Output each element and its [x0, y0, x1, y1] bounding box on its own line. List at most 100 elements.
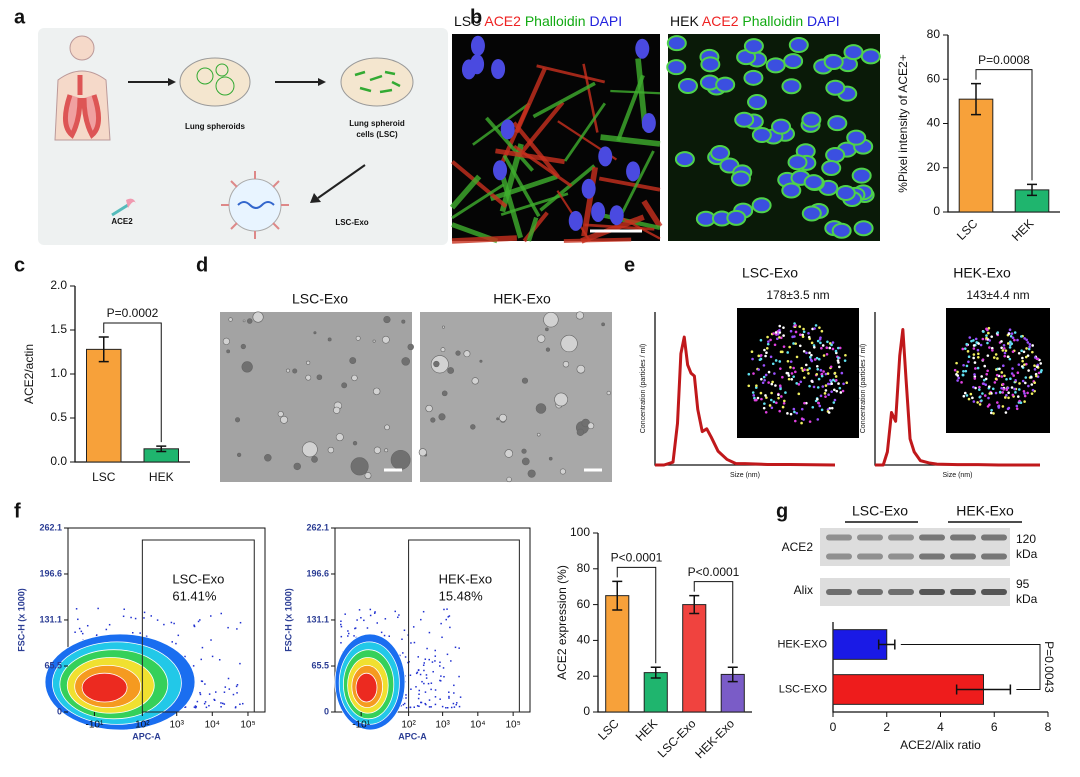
- particle: [972, 344, 976, 347]
- event: [410, 642, 412, 644]
- particle: [807, 372, 810, 375]
- particle: [1024, 376, 1028, 379]
- particle: [1001, 382, 1005, 386]
- particle: [1000, 346, 1003, 350]
- event: [123, 608, 125, 611]
- nucleus: [831, 222, 852, 239]
- particle: [783, 399, 786, 403]
- particle: [840, 371, 844, 375]
- vesicle: [548, 456, 553, 461]
- particle: [803, 401, 806, 405]
- particle: [805, 351, 808, 355]
- event: [424, 658, 427, 660]
- event: [340, 625, 343, 628]
- nucleus: [641, 113, 656, 134]
- gate-name: HEK-Exo: [439, 571, 492, 586]
- nucleus: [853, 220, 874, 237]
- event: [423, 662, 426, 664]
- particle: [988, 403, 991, 407]
- particle: [1021, 359, 1024, 363]
- vesicle: [241, 361, 253, 373]
- particle: [962, 363, 965, 367]
- nucleus: [821, 159, 842, 176]
- error-bar: [612, 580, 623, 611]
- event: [416, 705, 419, 707]
- particle: [782, 334, 785, 337]
- gate-name: LSC-Exo: [172, 571, 224, 586]
- particle: [829, 378, 832, 382]
- particle: [977, 342, 980, 345]
- event: [193, 625, 196, 628]
- particle: [828, 406, 832, 410]
- event: [450, 660, 452, 662]
- particle: [981, 337, 985, 341]
- particle: [790, 378, 794, 381]
- nucleus: [860, 48, 881, 65]
- particle: [993, 381, 997, 384]
- fiber: [600, 134, 661, 147]
- particle: [964, 369, 968, 373]
- y-tick-label: 40: [577, 633, 591, 647]
- event: [453, 684, 455, 687]
- vesicle: [430, 355, 449, 374]
- y-axis-label: %Pixel intensity of ACE2+: [896, 54, 910, 192]
- particle: [1007, 396, 1010, 400]
- particle: [1026, 354, 1030, 357]
- particle: [756, 396, 760, 400]
- vesicle: [327, 446, 335, 454]
- event: [175, 642, 177, 645]
- particle: [764, 354, 767, 358]
- event: [458, 705, 461, 708]
- nucleus: [493, 160, 508, 181]
- particle: [815, 372, 819, 376]
- particle: [974, 367, 977, 370]
- spheroid: [215, 63, 229, 77]
- vesicle: [527, 469, 536, 478]
- particle: [772, 332, 775, 335]
- vesicle: [537, 334, 546, 343]
- error-bar: [689, 594, 700, 615]
- vesicle: [373, 446, 381, 454]
- event: [402, 652, 404, 654]
- particle: [1030, 392, 1034, 395]
- nucleus: [726, 209, 747, 226]
- cell: HEK: [670, 13, 699, 29]
- y-tick-label: 60: [927, 71, 941, 85]
- nucleus: [825, 79, 846, 96]
- particle: [1026, 391, 1029, 395]
- particle: [793, 335, 796, 338]
- particle: [988, 346, 991, 349]
- particle: [814, 324, 818, 327]
- particle: [1005, 377, 1008, 381]
- particle: [972, 356, 975, 360]
- diagram-label: ACE2: [111, 217, 133, 226]
- blot-size: 95: [1016, 577, 1030, 591]
- nucleus: [491, 58, 506, 79]
- particle: [764, 394, 767, 397]
- particle: [785, 371, 789, 375]
- event: [446, 608, 448, 610]
- bar: [958, 98, 994, 213]
- particle: [782, 401, 786, 405]
- particle: [1006, 386, 1010, 390]
- fiber: [580, 214, 645, 244]
- nucleus: [730, 170, 751, 187]
- vesicle: [498, 413, 507, 422]
- particle: [1008, 357, 1012, 361]
- particle: [996, 357, 999, 360]
- fiber: [449, 174, 482, 210]
- y-tick-label: 20: [927, 160, 941, 174]
- event: [344, 613, 346, 615]
- event: [401, 638, 403, 641]
- particle: [767, 370, 771, 374]
- particle: [1020, 365, 1024, 368]
- vesicle: [306, 360, 311, 365]
- particle: [789, 360, 793, 363]
- particle: [961, 347, 965, 351]
- event: [388, 635, 390, 637]
- event: [199, 693, 202, 696]
- event: [427, 682, 430, 685]
- error-bar: [156, 445, 167, 453]
- y-tick-label: LSC-EXO: [779, 683, 828, 695]
- particle: [826, 408, 830, 411]
